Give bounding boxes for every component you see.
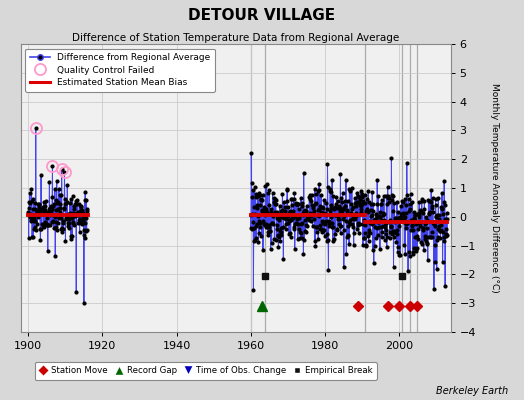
Text: Berkeley Earth: Berkeley Earth: [436, 386, 508, 396]
Legend: Station Move, Record Gap, Time of Obs. Change, Empirical Break: Station Move, Record Gap, Time of Obs. C…: [35, 362, 377, 380]
Title: Difference of Station Temperature Data from Regional Average: Difference of Station Temperature Data f…: [72, 33, 399, 43]
Text: DETOUR VILLAGE: DETOUR VILLAGE: [189, 8, 335, 23]
Y-axis label: Monthly Temperature Anomaly Difference (°C): Monthly Temperature Anomaly Difference (…: [490, 83, 499, 293]
